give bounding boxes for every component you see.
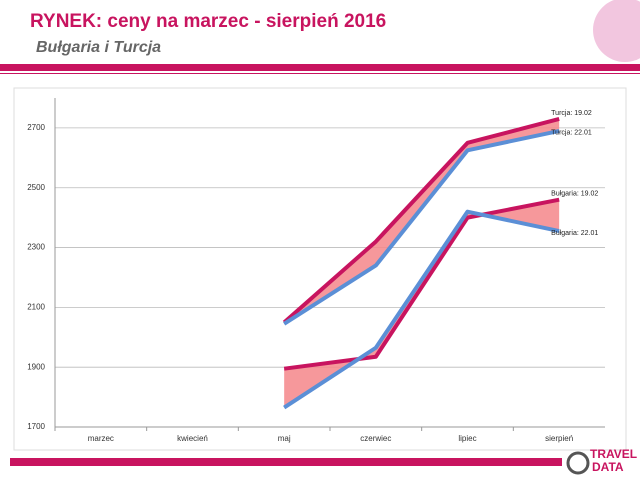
y-tick-label: 2500 (27, 183, 45, 192)
bottom-bar (10, 458, 562, 466)
top-rule (0, 73, 640, 74)
line-series (283, 209, 560, 410)
y-tick-label: 2300 (27, 243, 45, 252)
series-label: Bułgaria: 19.02 (551, 191, 598, 198)
series-label: Bułgaria: 22.01 (551, 230, 598, 237)
series-label: Turcja: 19.02 (551, 110, 592, 117)
x-tick-label: kwiecień (177, 434, 208, 443)
x-tick-label: sierpień (545, 434, 573, 443)
x-tick-label: marzec (88, 434, 114, 443)
line-series (282, 117, 560, 324)
difference-area (284, 118, 560, 324)
logo-text: DATA (592, 460, 624, 474)
subtitle: Bułgaria i Turcja (36, 39, 161, 56)
y-tick-label: 2700 (27, 123, 45, 132)
series-label: Turcja: 22.01 (551, 130, 592, 137)
globe-decoration (593, 0, 640, 62)
x-tick-label: maj (278, 434, 291, 443)
y-tick-label: 2100 (27, 302, 45, 311)
plot: 1700 1900 2100 2300 2500 2700 marzec kwiecień ma… (27, 98, 605, 443)
line-series (283, 197, 560, 371)
y-tick-label: 1900 (27, 362, 45, 371)
chart-frame (13, 87, 627, 451)
x-tick-label: lipiec (458, 434, 476, 443)
logo-mark (566, 451, 590, 475)
logo-text: TRAVEL (590, 447, 637, 461)
title: RYNEK: ceny na marzec - sierpień 2016 (30, 11, 386, 32)
top-bar (0, 64, 640, 71)
x-tick-label: czerwiec (360, 434, 391, 443)
difference-area (284, 199, 560, 408)
line-series (283, 128, 560, 326)
y-tick-label: 1700 (27, 422, 45, 431)
